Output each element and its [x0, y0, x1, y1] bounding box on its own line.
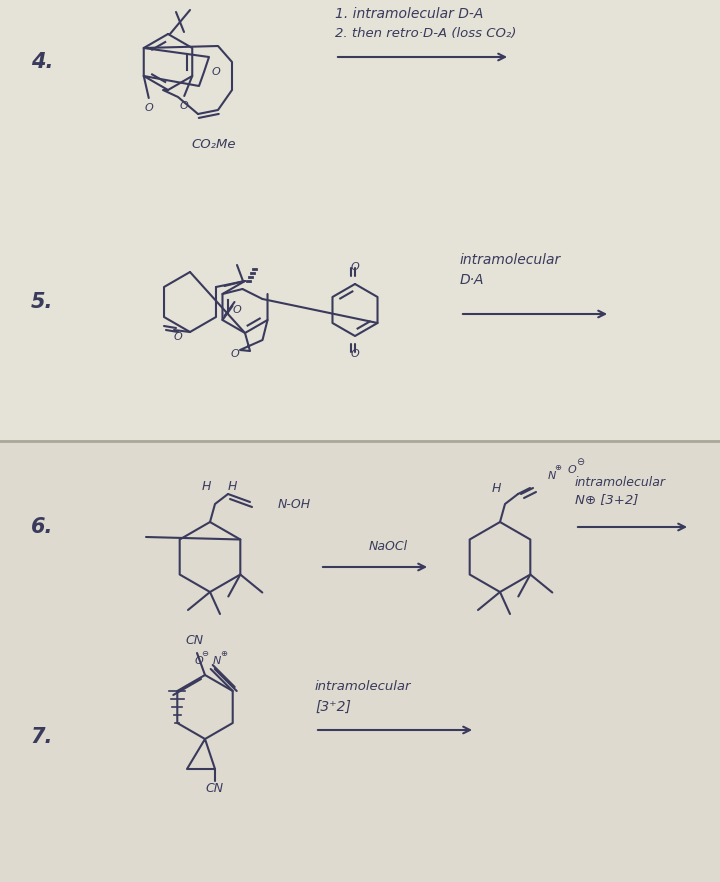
Text: ⊖: ⊖ [576, 457, 584, 467]
Text: O: O [174, 332, 182, 342]
Text: H: H [491, 482, 500, 495]
Text: O: O [194, 656, 203, 666]
Text: H: H [228, 480, 237, 492]
Text: NaOCl: NaOCl [369, 540, 408, 552]
Text: intramolecular: intramolecular [575, 475, 666, 489]
Text: O: O [212, 67, 220, 77]
Text: O: O [232, 305, 241, 315]
Text: O: O [351, 262, 359, 272]
Text: CO₂Me: CO₂Me [192, 138, 236, 151]
Text: 2. then retro·D-A (loss CO₂): 2. then retro·D-A (loss CO₂) [335, 27, 516, 41]
Text: intramolecular: intramolecular [315, 681, 412, 693]
Bar [0, 442, 720, 882]
Text: [3⁺2]: [3⁺2] [315, 700, 351, 714]
Text: O: O [145, 103, 153, 113]
Text: N⊕ [3+2]: N⊕ [3+2] [575, 494, 639, 506]
Text: O: O [351, 349, 359, 359]
Text: 5.: 5. [31, 292, 53, 312]
Text: 7.: 7. [31, 727, 53, 747]
Text: 4.: 4. [31, 52, 53, 72]
Text: N: N [212, 656, 221, 666]
Text: D·A: D·A [460, 273, 485, 287]
Text: N-OH: N-OH [278, 497, 311, 511]
Text: CN: CN [186, 634, 204, 647]
Text: intramolecular: intramolecular [460, 253, 562, 267]
Text: ⊕: ⊕ [220, 648, 228, 657]
Text: O: O [567, 465, 577, 475]
Text: ⊖: ⊖ [201, 648, 208, 657]
Text: ⊕: ⊕ [554, 464, 562, 473]
Text: H: H [202, 480, 211, 492]
Text: O: O [230, 349, 239, 359]
Text: CN: CN [206, 782, 224, 796]
Text: 1. intramolecular D-A: 1. intramolecular D-A [335, 7, 483, 21]
Text: N: N [548, 471, 556, 481]
Text: 6.: 6. [31, 517, 53, 537]
Text: O: O [180, 101, 189, 111]
Bar [0, 0, 720, 440]
